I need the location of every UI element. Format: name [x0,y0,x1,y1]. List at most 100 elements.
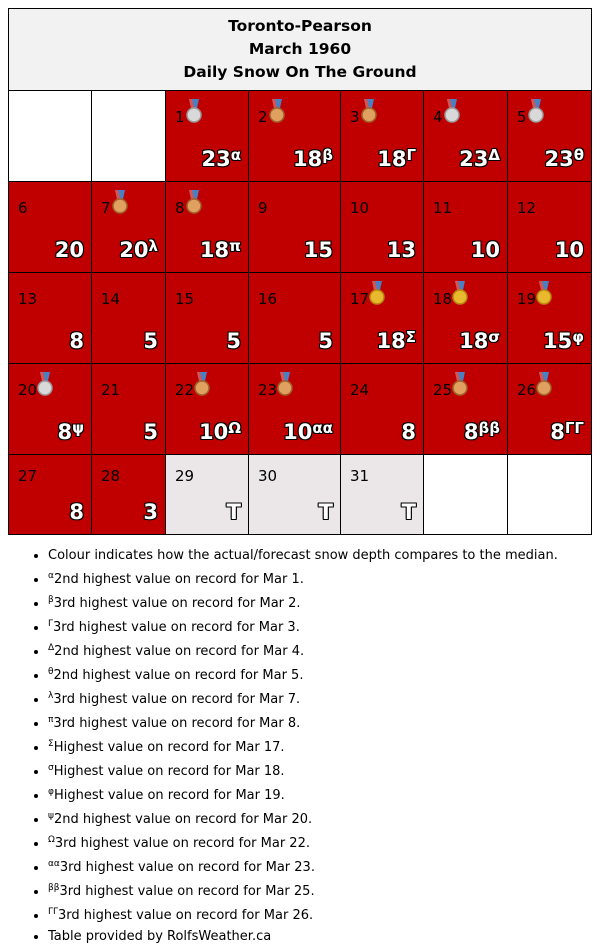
notes-list: Colour indicates how the actual/forecast… [0,545,600,947]
depth-number: 15 [543,329,573,353]
day-cell: 9 15 [248,181,341,273]
snow-depth-value: 13 [387,238,416,262]
snow-depth-value: 20 [55,238,84,262]
depth-number: 20 [54,238,84,262]
day-cell: 21 5 [91,363,166,455]
depth-number: 13 [386,238,416,262]
snow-depth-value: 8ββ [464,419,500,444]
empty-cell [423,454,508,535]
day-cell: 27 8 [8,454,92,535]
note-item: σHighest value on record for Mar 18. [48,758,600,782]
snow-depth-value: 5 [143,420,158,444]
depth-number: T [401,500,416,524]
depth-number: 5 [226,329,241,353]
day-cell: 24 8 [340,363,424,455]
bronze-medal-icon [535,372,553,398]
day-cell: 18 18σ [423,272,508,364]
note-item: ββ3rd highest value on record for Mar 25… [48,878,600,902]
depth-number: 8 [69,329,84,353]
day-number: 28 [101,467,121,485]
note-text: 2nd highest value on record for Mar 20. [53,812,313,827]
note-text: 3rd highest value on record for Mar 25. [59,884,315,899]
note-mark: σ [48,763,54,773]
snow-depth-value: T [227,500,241,524]
bronze-medal-icon [451,372,469,398]
bronze-medal-icon [193,372,211,398]
empty-cell [91,90,166,182]
day-number: 15 [175,290,195,308]
note-mark: π [48,715,54,725]
note-mark: Ω [48,835,55,845]
depth-number: 23 [201,147,231,171]
record-mark: π [229,237,241,255]
day-cell: 5 23θ [507,90,592,182]
note-item: φHighest value on record for Mar 19. [48,782,600,806]
day-cell: 19 15φ [507,272,592,364]
note-item: Δ2nd highest value on record for Mar 4. [48,638,600,662]
note-mark: α [48,571,54,581]
day-cell: 28 3 [91,454,166,535]
day-cell: 29 T [165,454,249,535]
note-text: 3rd highest value on record for Mar 26. [58,908,314,923]
day-cell: 20 8ψ [8,363,92,455]
day-cell: 30 T [248,454,341,535]
depth-number: 5 [318,329,333,353]
record-mark: α [230,146,241,164]
record-mark: θ [573,146,584,164]
note-text: Colour indicates how the actual/forecast… [48,548,558,563]
depth-number: 18 [459,329,489,353]
snow-depth-value: 23α [201,146,241,171]
record-mark: Ω [228,419,241,437]
day-number: 7 [101,199,111,217]
note-item: Colour indicates how the actual/forecast… [48,545,600,566]
depth-number: 8 [69,500,84,524]
record-mark: ββ [478,419,500,437]
note-item: Table provided by RolfsWeather.ca [48,926,600,947]
note-item: λ3rd highest value on record for Mar 7. [48,686,600,710]
depth-number: T [318,500,333,524]
empty-cell [507,454,592,535]
snow-depth-value: 8 [69,329,84,353]
snow-depth-value: 8 [401,420,416,444]
depth-number: 18 [199,238,230,262]
note-item: θ2nd highest value on record for Mar 5. [48,662,600,686]
depth-number: 5 [143,420,158,444]
silver-medal-icon [443,99,461,125]
metric-title: Daily Snow On The Ground [183,63,417,81]
note-item: αα3rd highest value on record for Mar 23… [48,854,600,878]
day-number: 29 [175,467,195,485]
day-number: 10 [350,199,370,217]
depth-number: 23 [459,147,489,171]
day-cell: 2 18β [248,90,341,182]
note-item: ψ2nd highest value on record for Mar 20. [48,806,600,830]
day-number: 2 [258,108,268,126]
day-number: 3 [350,108,360,126]
note-text: Highest value on record for Mar 18. [53,764,285,779]
day-number: 18 [433,290,453,308]
note-text: 2nd highest value on record for Mar 5. [53,668,304,683]
day-number: 4 [433,108,443,126]
record-mark: ΓΓ [564,419,584,437]
bronze-medal-icon [276,372,294,398]
snow-depth-value: 15 [304,238,333,262]
day-cell: 31 T [340,454,424,535]
snow-depth-value: 5 [226,329,241,353]
day-number: 6 [18,199,28,217]
depth-number: 10 [554,238,584,262]
depth-number: 10 [470,238,500,262]
note-mark: ψ [48,811,54,821]
note-item: β3rd highest value on record for Mar 2. [48,590,600,614]
table-header: Toronto-Pearson March 1960 Daily Snow On… [8,8,592,91]
record-mark: σ [488,328,500,346]
note-mark: φ [48,787,54,797]
depth-number: 18 [376,329,406,353]
note-item: Ω3rd highest value on record for Mar 22. [48,830,600,854]
note-text: 3rd highest value on record for Mar 22. [54,836,310,851]
bronze-medal-icon [111,190,129,216]
day-cell: 11 10 [423,181,508,273]
day-cell: 10 13 [340,181,424,273]
day-number: 26 [517,381,537,399]
calendar-table: Toronto-Pearson March 1960 Daily Snow On… [8,8,592,535]
note-text: 3rd highest value on record for Mar 23. [59,860,315,875]
record-mark: Γ [406,146,416,164]
